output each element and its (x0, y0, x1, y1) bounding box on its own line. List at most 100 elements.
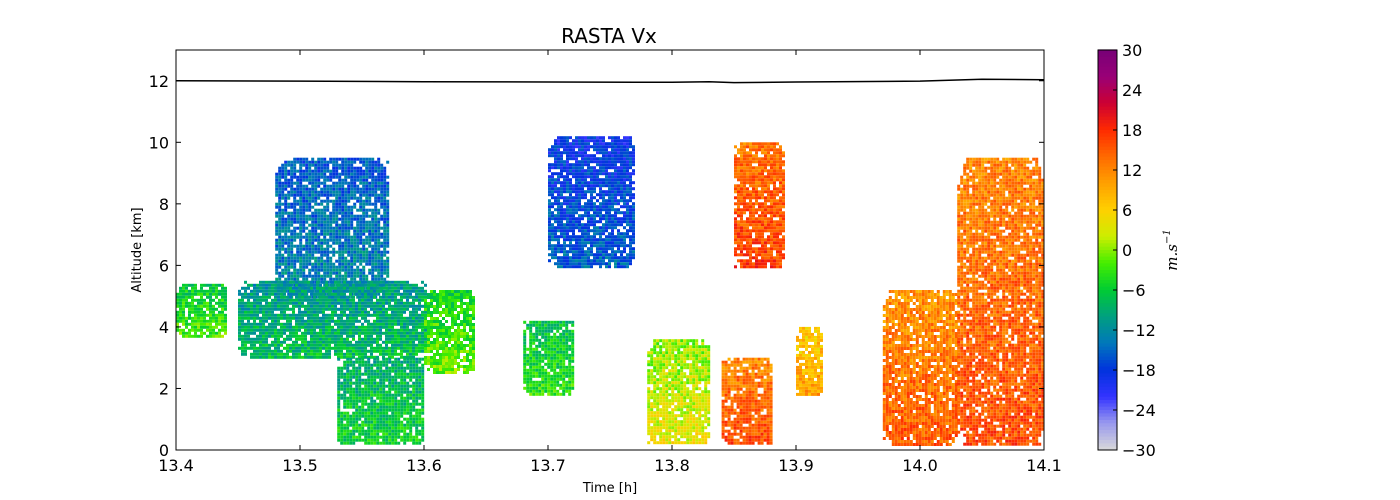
echo-cell (281, 214, 285, 218)
echo-cell (185, 316, 188, 320)
echo-cell (376, 402, 380, 406)
echo-cell (374, 253, 378, 257)
echo-cell (382, 426, 386, 430)
echo-cell (302, 205, 306, 209)
echo-cell (215, 313, 218, 317)
echo-cell (277, 307, 280, 311)
echo-cell (281, 202, 285, 206)
echo-cell (466, 302, 469, 305)
echo-cell (265, 346, 268, 350)
echo-cell (238, 301, 241, 305)
echo-cell (349, 393, 353, 397)
echo-cell (337, 405, 341, 409)
echo-cell (247, 340, 250, 344)
echo-cell (388, 286, 391, 290)
echo-cell (334, 313, 337, 317)
echo-cell (337, 331, 340, 335)
echo-cell (295, 334, 298, 338)
echo-cell (463, 293, 466, 296)
echo-cell (466, 290, 469, 293)
echo-cell (551, 247, 554, 251)
echo-cell (304, 346, 307, 350)
echo-cell (430, 320, 433, 323)
echo-cell (430, 356, 433, 359)
echo-cell (421, 390, 425, 394)
echo-cell (364, 414, 368, 418)
echo-cell (299, 217, 303, 221)
echo-cell (284, 169, 288, 173)
echo-cell (451, 368, 454, 371)
echo-cell (278, 205, 282, 209)
echo-cell (371, 193, 375, 197)
echo-cell (209, 295, 212, 299)
echo-cell (403, 322, 406, 326)
echo-cell (319, 331, 322, 335)
echo-cell (350, 259, 354, 263)
echo-cell (325, 343, 328, 347)
echo-cell (346, 280, 349, 284)
echo-cell (560, 181, 563, 185)
echo-cell (328, 355, 331, 359)
echo-cell (362, 178, 366, 182)
echo-cell (278, 202, 282, 206)
echo-cell (553, 368, 557, 372)
echo-cell (241, 334, 244, 338)
echo-cell (337, 295, 340, 299)
echo-cell (382, 283, 385, 287)
echo-cell (335, 190, 339, 194)
echo-cell (566, 154, 569, 158)
echo-cell (224, 301, 227, 305)
echo-cell (298, 316, 301, 320)
echo-cell (322, 352, 325, 356)
echo-cell (305, 202, 309, 206)
echo-cell (400, 378, 404, 382)
echo-cell (218, 322, 221, 326)
echo-cell (341, 184, 345, 188)
echo-cell (388, 432, 392, 436)
echo-cell (352, 304, 355, 308)
echo-cell (301, 289, 304, 293)
echo-cell (547, 389, 551, 393)
echo-cell (365, 277, 369, 281)
echo-cell (370, 432, 374, 436)
echo-cell (352, 441, 356, 445)
echo-cell (532, 383, 536, 387)
echo-cell (221, 289, 224, 293)
echo-cell (320, 241, 324, 245)
echo-cell (320, 280, 324, 284)
echo-cell (424, 299, 427, 302)
echo-cell (274, 325, 277, 329)
echo-cell (460, 335, 463, 338)
echo-cell (326, 169, 330, 173)
echo-cell (367, 325, 370, 329)
echo-cell (365, 220, 369, 224)
echo-cell (553, 374, 557, 378)
echo-cell (182, 316, 185, 320)
echo-cell (358, 399, 362, 403)
echo-cell (523, 341, 527, 345)
echo-cell (367, 363, 371, 367)
echo-cell (554, 163, 557, 167)
echo-cell (347, 184, 351, 188)
echo-cell (415, 357, 419, 361)
echo-cell (286, 349, 289, 353)
echo-cell (350, 241, 354, 245)
echo-cell (352, 420, 356, 424)
echo-cell (421, 357, 425, 361)
echo-cell (362, 190, 366, 194)
echo-cell (424, 356, 427, 359)
echo-cell (548, 205, 551, 209)
echo-cell (535, 356, 539, 360)
echo-cell (314, 238, 318, 242)
echo-cell (323, 208, 327, 212)
echo-cell (566, 142, 569, 146)
echo-cell (176, 304, 179, 308)
echo-cell (262, 343, 265, 347)
echo-cell (379, 307, 382, 311)
echo-cell (311, 217, 315, 221)
echo-cell (305, 199, 309, 203)
echo-cell (568, 356, 572, 360)
echo-cell (238, 328, 241, 332)
echo-cell (448, 362, 451, 365)
echo-cell (560, 169, 563, 173)
